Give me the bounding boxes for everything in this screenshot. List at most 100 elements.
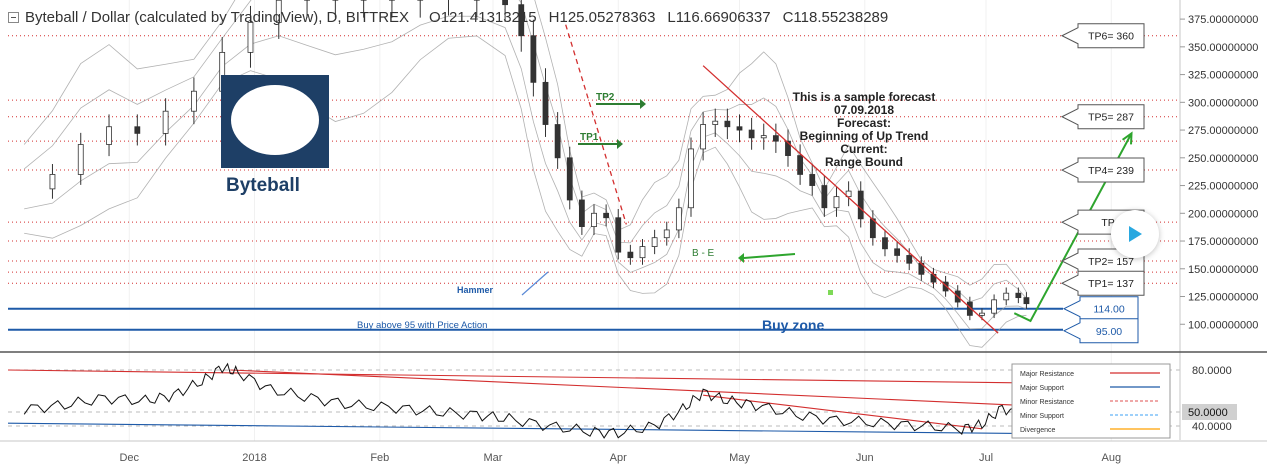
candle-body: [906, 255, 913, 264]
level-callout-label: 114.00: [1093, 304, 1124, 316]
candle-body: [77, 144, 84, 175]
candle-body: [542, 81, 549, 125]
price-tick-label: 325.00000000: [1188, 70, 1258, 82]
forecast-arrowhead: [1122, 131, 1133, 145]
forecast-text-line: Forecast:: [837, 116, 891, 130]
forecast-path: [1013, 132, 1133, 323]
level-callout: [1060, 23, 1145, 49]
buy-above-text: Buy above 95 with Price Action: [357, 320, 487, 331]
price-tick-label: 250.00000000: [1188, 153, 1258, 165]
time-tick-label: Aug: [1102, 452, 1122, 464]
level-layer: [8, 35, 1180, 331]
time-tick-label: Mar: [483, 452, 502, 464]
collapse-toggle[interactable]: [8, 11, 19, 23]
candle-body: [627, 251, 634, 259]
candle-body: [134, 126, 141, 134]
legend-label: Major Resistance: [1020, 371, 1074, 378]
osc-tick-label: 40.0000: [1192, 421, 1232, 433]
be-arrow: [743, 253, 796, 259]
candle-body: [688, 148, 694, 209]
candle-body: [966, 301, 973, 316]
forecast-text-line: This is a sample forecast: [793, 90, 936, 104]
band-line: [24, 15, 1027, 330]
time-tick-label: Feb: [370, 452, 389, 464]
price-tick-label: 100.00000000: [1188, 319, 1258, 331]
candle-body: [591, 212, 597, 228]
candle-body: [603, 212, 610, 219]
price-tick-label: 125.00000000: [1188, 292, 1258, 304]
legend-label: Minor Resistance: [1020, 399, 1074, 406]
time-tick-label: Jun: [856, 452, 874, 464]
candle-body: [700, 124, 707, 150]
ohlc-readout: O121.41313215 H125.05278363 L116.6690633…: [429, 9, 888, 26]
level-callout-label: 95.00: [1096, 326, 1122, 338]
forecast-text-line: Range Bound: [825, 155, 903, 169]
price-tick-label: 375.00000000: [1188, 14, 1258, 26]
candle-body: [797, 155, 804, 175]
forecast-text-line: 07.09.2018: [834, 103, 894, 117]
candle-body: [760, 135, 767, 139]
logo-circle-icon: [231, 85, 319, 155]
candle-body: [736, 126, 743, 131]
time-tick-label: Jul: [979, 452, 993, 464]
open-value: O121.41313215: [429, 8, 537, 26]
candle-body: [772, 135, 779, 142]
band-line: [24, 35, 1027, 348]
candle-body: [578, 199, 585, 228]
candle-body: [639, 246, 646, 259]
oscillator-panel: 80.0000 40.0000 50.0000 Major Resistance Maj…: [7, 362, 1237, 439]
price-tick-label: 275.00000000: [1188, 125, 1258, 137]
level-callout: [1060, 157, 1145, 183]
bollinger-bands: [23, 0, 1027, 348]
tp2-arrowhead: [640, 99, 646, 109]
candle-body: [979, 312, 985, 316]
level-callout-label: TP1= 137: [1088, 278, 1134, 290]
level-callout-label: TP4= 239: [1088, 165, 1134, 177]
candle-body: [724, 120, 731, 128]
break-even-annotation: B - E: [692, 248, 715, 259]
time-tick-label: 2018: [242, 452, 266, 464]
legend-box: [1011, 363, 1171, 439]
candle-body: [894, 248, 901, 256]
price-tick-label: 200.00000000: [1188, 208, 1258, 220]
osc-current-label: 50.0000: [1188, 407, 1228, 419]
candle-body: [247, 22, 254, 53]
candle-body: [191, 90, 197, 112]
candle-body: [1003, 292, 1010, 301]
candle-body: [275, 0, 282, 23]
tp1-arrowhead: [617, 139, 623, 149]
time-tick-label: May: [729, 452, 750, 464]
candle-body: [106, 126, 112, 145]
osc-major-support-line: [7, 422, 1108, 435]
buy-zone-fill: [8, 308, 1063, 330]
candle-body: [663, 229, 670, 239]
buy-zone-text: Buy zone: [762, 317, 824, 333]
price-tick-label: 150.00000000: [1188, 264, 1258, 276]
time-tick-label: Apr: [610, 452, 627, 464]
level-callout-label: TP6= 360: [1088, 31, 1134, 43]
legend-label: Major Support: [1020, 385, 1064, 392]
time-tick-label: Dec: [119, 452, 139, 464]
tp2-annotation: TP2: [596, 92, 615, 103]
legend-label: Divergence: [1020, 427, 1056, 434]
candle-body: [821, 185, 828, 209]
candle-body: [857, 190, 864, 220]
candle-body: [785, 140, 791, 156]
play-icon: [1129, 226, 1142, 242]
downtrend-line: [702, 65, 999, 334]
byteball-logo: [221, 75, 329, 168]
candle-body: [748, 129, 755, 139]
candle-body: [1023, 297, 1030, 305]
price-tick-label: 175.00000000: [1188, 236, 1258, 248]
candle-body: [882, 237, 888, 250]
play-button[interactable]: [1111, 210, 1159, 258]
candle-body: [991, 299, 997, 314]
candle-body: [675, 207, 682, 231]
legend-label: Minor Support: [1020, 413, 1064, 420]
candle-body: [162, 110, 169, 134]
candle-body: [49, 174, 56, 190]
logo-text: Byteball: [226, 175, 300, 196]
candle-body: [651, 237, 658, 247]
candle-body: [712, 120, 719, 125]
